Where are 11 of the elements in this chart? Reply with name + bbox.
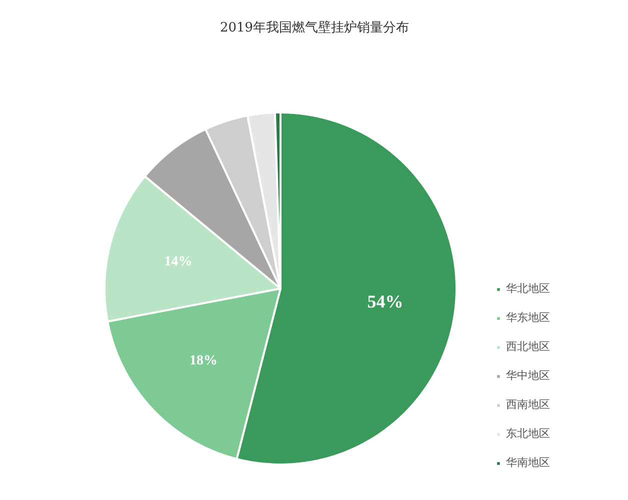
legend-label: 西北地区 xyxy=(506,339,550,354)
legend-label: 东北地区 xyxy=(506,426,550,441)
legend-label: 华东地区 xyxy=(506,310,550,325)
data-label: 14% xyxy=(164,254,192,270)
legend-label: 华南地区 xyxy=(506,455,550,470)
legend-label: 西南地区 xyxy=(506,397,550,412)
legend-label: 华中地区 xyxy=(506,368,550,383)
data-label: 54% xyxy=(367,292,404,312)
chart-title: 2019年我国燃气壁挂炉销量分布 xyxy=(220,20,410,36)
data-label: 18% xyxy=(190,353,218,368)
legend-label: 华北地区 xyxy=(506,281,550,296)
